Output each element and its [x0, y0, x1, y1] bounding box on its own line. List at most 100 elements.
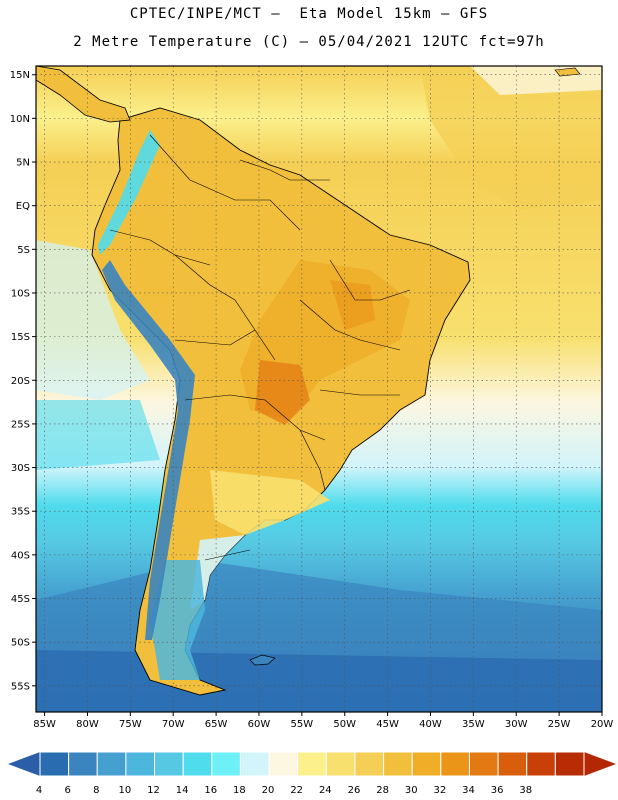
- colorbar-label: 6: [64, 785, 70, 796]
- colorbar-label: 4: [36, 785, 42, 796]
- colorbar-label: 22: [290, 785, 303, 796]
- lon-label: 20W: [591, 719, 614, 730]
- colorbar-cell: [39, 751, 70, 777]
- colorbar-cell: [68, 751, 98, 777]
- colorbar-label: 18: [233, 785, 246, 796]
- border-brazil-states-north: [329, 259, 411, 301]
- southern-ocean-coldest-zone: [36, 650, 602, 712]
- border-argentina-north: [184, 394, 326, 441]
- lat-label: 15S: [11, 332, 30, 343]
- colorbar-cell: [268, 751, 299, 777]
- lat-label: 10N: [10, 114, 30, 125]
- colorbar-cell: [182, 751, 213, 777]
- lat-label: 15N: [10, 70, 30, 81]
- colorbar-label: 30: [405, 785, 418, 796]
- colorbar-cell: [497, 751, 528, 777]
- lon-label: 70W: [162, 719, 185, 730]
- colorbar-label: 20: [262, 785, 275, 796]
- colorbar-cell: [383, 751, 413, 777]
- lon-label: 60W: [248, 719, 271, 730]
- colorbar-cell: [554, 751, 585, 777]
- border-peru-bolivia: [174, 329, 256, 346]
- patagonia-cool-zone: [190, 535, 245, 610]
- colorbar-label: 8: [93, 785, 99, 796]
- border-brazil-states-central: [299, 299, 401, 351]
- lat-label: 50S: [11, 638, 30, 649]
- lat-label: EQ: [16, 201, 30, 212]
- lat-label: 55S: [11, 681, 30, 692]
- patagonia-cold-zone: [150, 560, 205, 680]
- lat-label: 5S: [17, 245, 30, 256]
- border-guianas: [239, 159, 330, 181]
- country-borders: [109, 134, 411, 561]
- lat-label: 5N: [16, 158, 30, 169]
- map-title-line-1: CPTEC/INPE/MCT – Eta Model 15km – GFS: [129, 6, 489, 22]
- warm-atlantic-zone: [420, 66, 602, 210]
- colorbar-cell: [354, 751, 385, 777]
- border-brazil-uruguay: [299, 429, 326, 491]
- lon-label: 25W: [548, 719, 571, 730]
- colorbar-label: 32: [433, 785, 446, 796]
- colorbar-cell: [526, 751, 556, 777]
- lat-label: 40S: [11, 550, 30, 561]
- lon-label: 35W: [462, 719, 485, 730]
- colorbar-label: 10: [119, 785, 132, 796]
- colorbar-cell: [411, 751, 442, 777]
- colorbar-cell: [325, 751, 356, 777]
- border-colombia-venezuela: [149, 134, 301, 231]
- colorbar-label: 16: [204, 785, 217, 796]
- border-brazil-states-south: [319, 389, 400, 396]
- lon-label: 30W: [505, 719, 528, 730]
- lat-label: 30S: [11, 463, 30, 474]
- colorbar-label: 36: [491, 785, 504, 796]
- colorbar-cell: [468, 751, 499, 777]
- hot-spot-central-brazil: [330, 280, 375, 330]
- lon-label: 85W: [33, 719, 56, 730]
- lon-label: 65W: [205, 719, 228, 730]
- lat-label: 25S: [11, 419, 30, 430]
- lon-label: 40W: [419, 719, 442, 730]
- colorbar-right-arrow: [584, 752, 616, 776]
- colorbar-left-arrow: [8, 752, 40, 776]
- caribbean-islands: [554, 67, 581, 77]
- pampas-mild-zone: [210, 470, 330, 535]
- colorbar-cell: [154, 751, 184, 777]
- colorbar-label: 12: [147, 785, 160, 796]
- longitude-labels: 85W 80W 75W 70W 65W 60W 55W 50W 45W 40W 35W 30W 25W 2…: [33, 712, 613, 730]
- falkland-islands: [249, 654, 276, 666]
- border-ecuador-peru: [109, 229, 211, 266]
- lat-label: 10S: [11, 288, 30, 299]
- map-title-line-2: 2 Metre Temperature (C) – 05/04/2021 12U…: [73, 34, 545, 50]
- lat-label: 20S: [11, 376, 30, 387]
- lat-label: 35S: [11, 507, 30, 518]
- colorbar-cell: [440, 751, 470, 777]
- lon-label: 75W: [119, 719, 142, 730]
- map-frame: [35, 65, 603, 713]
- lon-label: 50W: [333, 719, 356, 730]
- southern-andes-cold-ribbon: [102, 260, 195, 640]
- colorbar-cell: [211, 751, 241, 777]
- colorbar-cell: [297, 751, 327, 777]
- colorbar-label: 38: [519, 785, 532, 796]
- colorbar-label: 28: [376, 785, 389, 796]
- northern-andes-cold-ribbon: [98, 130, 160, 255]
- colorbar-cell: [96, 751, 127, 777]
- lon-label: 55W: [291, 719, 314, 730]
- temperature-field: [36, 66, 602, 712]
- hottest-interior-spot: [255, 360, 310, 425]
- lon-label: 45W: [376, 719, 399, 730]
- pacific-cold-tongue: [36, 400, 160, 470]
- colorbar-label: 14: [176, 785, 189, 796]
- lon-label: 80W: [76, 719, 99, 730]
- central-america-landmass: [36, 66, 131, 123]
- border-argentina-provinces: [204, 549, 251, 561]
- temperature-colorbar: 4 6 8 10 12 14 16 18 20 22 24 26 28 30 32 34 36 38: [8, 751, 616, 796]
- colorbar-cell: [239, 751, 270, 777]
- latitude-labels: 15N 10N 5N EQ 5S 10S 15S 20S 25S 30S 35S 40S 45S 50S 5…: [10, 70, 36, 692]
- colorbar-cell: [125, 751, 156, 777]
- lat-label: 45S: [11, 594, 30, 605]
- pacific-coastal-cool-strip: [36, 240, 150, 400]
- colorbar-label: 26: [348, 785, 361, 796]
- colorbar-label: 24: [319, 785, 332, 796]
